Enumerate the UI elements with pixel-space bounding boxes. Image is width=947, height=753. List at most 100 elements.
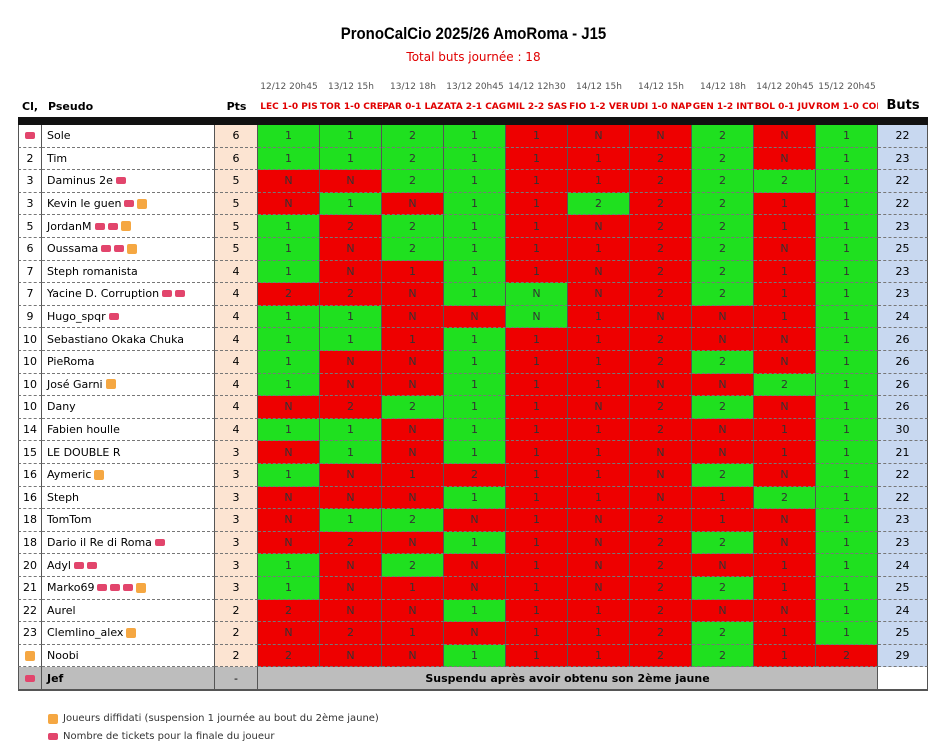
match-date: 13/12 15h <box>328 82 374 92</box>
warning-icon <box>136 582 147 593</box>
header-rank: Cl, <box>22 100 39 113</box>
rank-cell: 7 <box>18 283 42 306</box>
pick-cell: N <box>382 441 444 464</box>
pick-cell: 1 <box>506 351 568 374</box>
pick-cell: 2 <box>382 238 444 261</box>
pts-cell: 3 <box>215 577 258 600</box>
pick-cell: 1 <box>692 486 754 510</box>
pseudo-cell: JordanM <box>42 215 215 238</box>
pick-cell: N <box>692 554 754 577</box>
pick-cell: 1 <box>692 509 754 532</box>
pick-cell: N <box>568 509 630 532</box>
pick-cell: 1 <box>320 192 382 216</box>
pick-cell: 1 <box>816 599 878 623</box>
pick-cell: N <box>754 147 816 171</box>
pick-cell: N <box>506 283 568 306</box>
pick-cell: 1 <box>816 305 878 329</box>
pick-cell: 1 <box>754 577 816 600</box>
pick-cell: 1 <box>816 260 878 284</box>
pseudo: Fabien houlle <box>47 423 120 437</box>
buts-cell: 30 <box>878 418 928 442</box>
pick-cell: 1 <box>506 170 568 193</box>
buts-cell: 23 <box>878 283 928 306</box>
legend-text: Joueurs diffidati (suspension 1 journée … <box>63 713 379 724</box>
ticket-icon <box>115 177 126 185</box>
pick-cell: 1 <box>754 215 816 238</box>
pick-cell: N <box>692 599 754 623</box>
pick-cell: N <box>382 305 444 329</box>
table-bottom <box>18 689 928 691</box>
pick-cell: 1 <box>258 147 320 171</box>
pick-cell: 1 <box>816 509 878 532</box>
pick-cell: 1 <box>568 170 630 193</box>
pick-cell: 1 <box>382 577 444 600</box>
pick-cell: 2 <box>692 644 754 668</box>
pts-cell: 3 <box>215 554 258 577</box>
pick-cell: 1 <box>506 192 568 216</box>
ticket-icon <box>97 584 108 592</box>
pick-cell: 1 <box>382 464 444 487</box>
pick-cell: N <box>568 260 630 284</box>
pick-cell: 2 <box>382 125 444 148</box>
rank-cell: 10 <box>18 351 42 374</box>
pick-cell: 2 <box>692 396 754 419</box>
pick-cell: N <box>444 554 506 577</box>
pick-cell: 1 <box>506 554 568 577</box>
pick-cell: N <box>568 283 630 306</box>
rank-cell: 18 <box>18 531 42 555</box>
pick-cell: N <box>630 373 692 397</box>
pick-cell: 1 <box>754 260 816 284</box>
pick-cell: 1 <box>506 486 568 510</box>
match-date: 14/12 18h <box>700 82 746 92</box>
pick-cell: 1 <box>258 215 320 238</box>
pseudo: Aurel <box>47 603 76 617</box>
pick-cell: 1 <box>444 283 506 306</box>
pts-cell: 6 <box>215 125 258 148</box>
pick-cell: 2 <box>816 644 878 668</box>
pts-cell: 4 <box>215 351 258 374</box>
pick-cell: 1 <box>506 373 568 397</box>
pick-cell: 1 <box>320 441 382 464</box>
pick-cell: 1 <box>506 464 568 487</box>
buts-cell: 26 <box>878 328 928 351</box>
pseudo: Sebastiano Okaka Chuka <box>47 332 185 346</box>
pick-cell: 1 <box>754 554 816 577</box>
pseudo-cell: Noobi <box>42 644 215 668</box>
pick-cell: 1 <box>506 328 568 351</box>
pick-cell: 2 <box>692 464 754 487</box>
warning-icon <box>94 469 105 480</box>
pick-cell: N <box>444 509 506 532</box>
pick-cell: 1 <box>816 396 878 419</box>
pick-cell: N <box>382 599 444 623</box>
pseudo-cell: Oussama <box>42 238 215 261</box>
pick-cell: 1 <box>816 622 878 645</box>
pick-cell: 2 <box>382 147 444 171</box>
pick-cell: N <box>382 644 444 668</box>
match-label: BOL 0-1 JUV <box>754 102 816 112</box>
warning-icon <box>127 243 138 254</box>
pick-cell: N <box>320 577 382 600</box>
rank-cell: 14 <box>18 418 42 442</box>
pick-cell: 2 <box>692 283 754 306</box>
pick-cell: N <box>258 192 320 216</box>
pseudo: Tim <box>47 151 68 165</box>
pick-cell: 1 <box>754 305 816 329</box>
header-buts: Buts <box>886 98 920 113</box>
pick-cell: 1 <box>506 531 568 555</box>
pick-cell: 2 <box>258 283 320 306</box>
match-label: UDI 1-0 NAP <box>630 102 692 112</box>
pick-cell: 1 <box>444 531 506 555</box>
pseudo-cell: Fabien houlle <box>42 418 215 442</box>
pseudo-cell: TomTom <box>42 509 215 532</box>
pseudo-cell: PieRoma <box>42 351 215 374</box>
pts-cell: 3 <box>215 486 258 510</box>
pick-cell: N <box>630 441 692 464</box>
note-cell: Suspendu après avoir obtenu son 2ème jau… <box>258 667 878 690</box>
buts-cell: 23 <box>878 147 928 171</box>
pseudo: Kevin le guen <box>47 197 122 211</box>
buts-cell: 26 <box>878 351 928 374</box>
pick-cell: N <box>754 509 816 532</box>
rank-cell: 10 <box>18 328 42 351</box>
match-label: LEC 1-0 PIS <box>260 102 318 112</box>
